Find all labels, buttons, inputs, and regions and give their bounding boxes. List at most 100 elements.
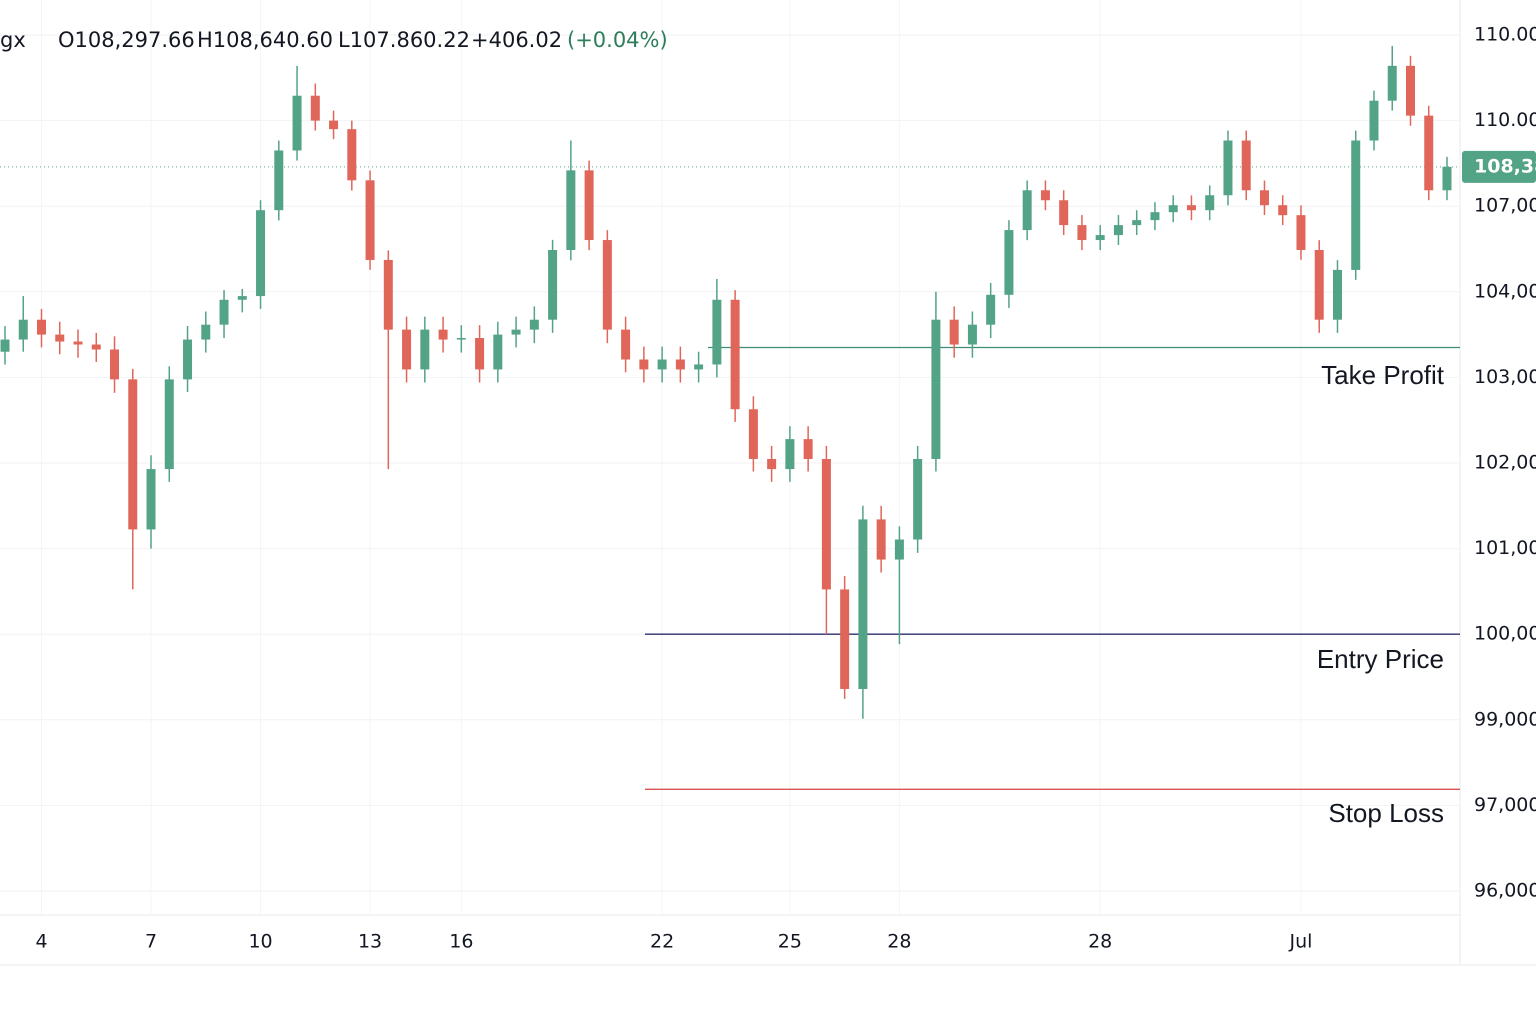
candle-body <box>621 329 631 360</box>
candle-body <box>1168 205 1178 213</box>
candle-body <box>201 324 211 340</box>
candle-body <box>438 329 448 340</box>
x-tick-label: 10 <box>248 931 272 953</box>
y-tick-label: 107,00 <box>1474 195 1536 217</box>
candles <box>0 45 1452 719</box>
levels <box>0 166 1460 790</box>
candle-body <box>310 95 320 121</box>
candle-body <box>1113 225 1123 236</box>
y-tick-label: 102,00 <box>1474 452 1536 474</box>
candle-body <box>639 359 649 370</box>
candle-body <box>1296 215 1306 250</box>
candle-body <box>1387 65 1397 101</box>
candle-body <box>37 319 47 335</box>
x-tick-label: 13 <box>358 931 382 953</box>
candle-body <box>183 339 193 380</box>
candle-body <box>91 344 101 350</box>
candle-body <box>858 519 868 689</box>
candle-body <box>1150 212 1160 221</box>
candle-body <box>767 458 777 470</box>
candle-body <box>365 180 375 260</box>
candle-body <box>548 249 558 320</box>
y-tick-label: 103,00 <box>1474 366 1536 388</box>
candle-body <box>1351 140 1361 270</box>
last-price-tag <box>1462 150 1536 183</box>
candle-body <box>876 519 886 560</box>
candle-body <box>164 379 174 470</box>
y-tick-label: 100,00 <box>1474 623 1536 645</box>
header: gx O108,297.66 H108,640.60 L107.860.22 +… <box>0 28 668 52</box>
candle-body <box>1132 220 1142 226</box>
x-tick-label: 22 <box>650 931 674 953</box>
symbol: gx <box>0 28 26 52</box>
candle-body <box>694 364 704 370</box>
candle-body <box>1369 100 1379 141</box>
candle-body <box>128 379 138 530</box>
candle-body <box>55 334 65 342</box>
candle-body <box>1405 65 1415 116</box>
candle-body <box>748 409 758 459</box>
x-tick-label: 28 <box>1088 931 1112 953</box>
candle-body <box>1205 195 1215 211</box>
candle-body <box>1442 166 1452 191</box>
x-tick-label: 16 <box>449 931 473 953</box>
candle-body <box>0 339 10 352</box>
candle-body <box>1022 190 1032 231</box>
x-tick-label: 25 <box>778 931 802 953</box>
candle-body <box>931 319 941 459</box>
level-label: Entry Price <box>1317 644 1444 674</box>
candle-body <box>584 170 594 241</box>
y-tick-label: 101,00 <box>1474 537 1536 559</box>
y-tick-label: 97,000 <box>1474 794 1536 816</box>
candle-body <box>274 150 284 211</box>
x-tick-label: 4 <box>35 931 47 953</box>
candle-body <box>913 458 923 540</box>
last-price-label: 108,38 <box>1474 155 1536 177</box>
candle-body <box>1004 230 1014 295</box>
candle-body <box>821 458 831 590</box>
candle-body <box>237 296 247 300</box>
candle-body <box>329 120 339 130</box>
candle-body <box>949 319 959 345</box>
high-value: H108,640.60 <box>197 28 333 52</box>
candle-body <box>292 95 302 151</box>
candle-body <box>383 259 393 330</box>
candle-body <box>1314 249 1324 320</box>
candle-body <box>219 299 229 325</box>
candle-body <box>1332 269 1342 320</box>
open-value: O108,297.66 <box>58 28 195 52</box>
candle-body <box>456 338 466 340</box>
candle-body <box>566 170 576 250</box>
candle-body <box>1077 225 1087 241</box>
candle-body <box>967 324 977 345</box>
change-percent: (+0.04%) <box>567 28 668 52</box>
labels: 110.00 110.00 107,00 104,00 103,00 102,00 101,… <box>35 24 1536 953</box>
candle-body <box>1223 140 1233 196</box>
candle-body <box>402 329 412 370</box>
y-tick-label: 96,000 <box>1474 880 1536 902</box>
candle-body <box>18 319 28 340</box>
candle-body <box>712 299 722 365</box>
candle-body <box>602 240 612 330</box>
candle-body <box>803 439 813 459</box>
candle-body <box>475 338 485 370</box>
candle-body <box>529 319 539 330</box>
level-label: Take Profit <box>1321 360 1445 390</box>
y-tick-label: 99,000 <box>1474 708 1536 730</box>
candle-body <box>657 359 667 370</box>
candle-body <box>110 349 120 380</box>
x-tick-label: 7 <box>145 931 157 953</box>
low-value: L107.860.22 <box>338 28 470 52</box>
level-label: Stop Loss <box>1328 798 1444 828</box>
candle-body <box>1186 205 1196 211</box>
candle-body <box>493 334 503 370</box>
candle-body <box>1059 200 1069 226</box>
candle-body <box>730 299 740 410</box>
x-tick-label: 28 <box>887 931 911 953</box>
candle-body <box>420 329 430 370</box>
candle-body <box>894 539 904 560</box>
candle-body <box>840 589 850 689</box>
